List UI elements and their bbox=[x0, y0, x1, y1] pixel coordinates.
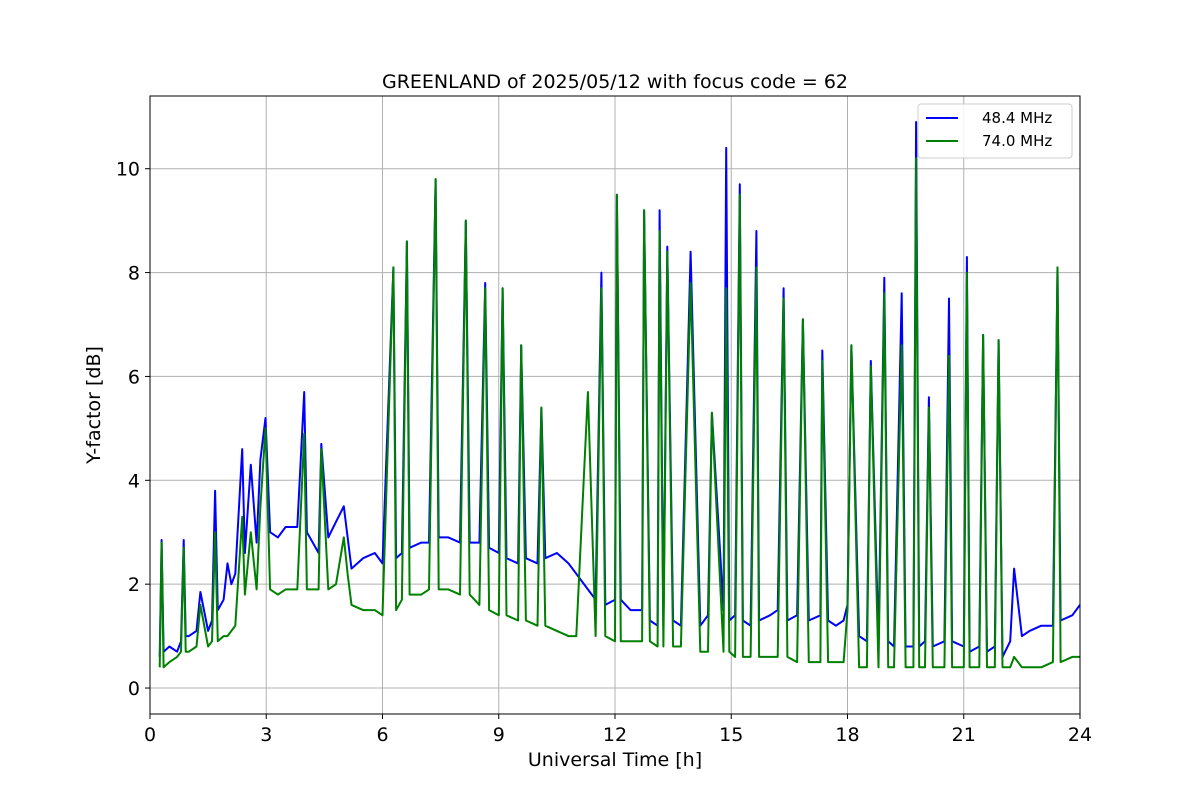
y-tick-label: 6 bbox=[128, 366, 140, 388]
legend-label-48: 48.4 MHz bbox=[982, 109, 1052, 127]
x-tick-label: 6 bbox=[376, 724, 388, 746]
x-tick-label: 3 bbox=[260, 724, 272, 746]
x-tick-label: 15 bbox=[719, 724, 743, 746]
x-axis-label: Universal Time [h] bbox=[528, 749, 702, 771]
x-ticks: 0 3 6 9 12 15 18 21 24 bbox=[144, 714, 1092, 746]
x-tick-label: 18 bbox=[835, 724, 859, 746]
y-tick-label: 8 bbox=[128, 263, 140, 285]
x-tick-label: 21 bbox=[952, 724, 976, 746]
y-axis-label: Y-factor [dB] bbox=[83, 346, 105, 465]
legend-label-74: 74.0 MHz bbox=[982, 132, 1052, 150]
chart-title: GREENLAND of 2025/05/12 with focus code … bbox=[382, 71, 848, 93]
legend: 48.4 MHz 74.0 MHz bbox=[917, 103, 1073, 159]
series-layer bbox=[158, 121, 1081, 669]
x-tick-label: 0 bbox=[144, 724, 156, 746]
series-line-74-0-mhz bbox=[158, 157, 1080, 669]
y-tick-label: 10 bbox=[116, 159, 140, 181]
y-tick-label: 2 bbox=[128, 574, 140, 596]
y-ticks: 0 2 4 6 8 10 bbox=[116, 159, 150, 700]
x-tick-label: 12 bbox=[603, 724, 627, 746]
x-tick-label: 24 bbox=[1068, 724, 1092, 746]
y-tick-label: 4 bbox=[128, 470, 140, 492]
y-tick-label: 0 bbox=[128, 678, 140, 700]
x-tick-label: 9 bbox=[493, 724, 505, 746]
